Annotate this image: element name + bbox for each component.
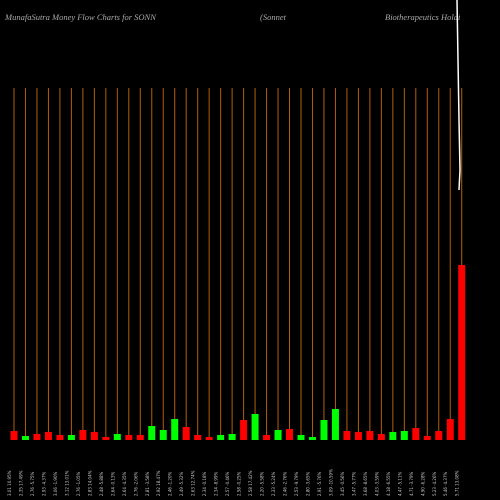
bar	[159, 430, 167, 440]
x-tick-label: 4.71 -3.79%	[409, 471, 414, 496]
bar	[423, 436, 431, 440]
bar	[125, 435, 133, 440]
x-tick-label: 3.06 -1.90%	[53, 471, 58, 496]
bar	[377, 434, 385, 440]
x-tick-label: 2.64 -0.13%	[110, 471, 115, 496]
bar	[331, 409, 339, 440]
x-tick-label: 2.76 -1.05%	[76, 471, 81, 496]
x-tick-label: 2.48 -5.88%	[99, 471, 104, 496]
x-tick-label: 2.35 17.49%	[18, 470, 23, 496]
x-tick-label: 2.46 -2.76%	[283, 471, 288, 496]
bar	[389, 432, 397, 440]
bar	[90, 432, 98, 440]
bar	[21, 436, 29, 440]
bar	[263, 435, 271, 440]
bar	[10, 431, 18, 440]
x-tick-label: 2.46 -1.20%	[168, 471, 173, 496]
bar	[194, 435, 202, 440]
bar	[182, 427, 190, 440]
bar	[366, 431, 374, 440]
x-tick-label: 4.18 -6.55%	[386, 471, 391, 496]
x-tick-label: 2.58 -0.25%	[237, 471, 242, 496]
bar	[343, 431, 351, 440]
bar	[458, 265, 466, 440]
bar	[297, 435, 305, 440]
x-tick-label: 2.81 -3.58%	[145, 471, 150, 496]
x-tick-label: 4.47 -5.11%	[397, 471, 402, 496]
x-tick-label: 2.91 -5.76%	[317, 471, 322, 496]
x-tick-label: 2.92 18.47%	[156, 470, 161, 496]
bar	[435, 431, 443, 440]
chart-subtitle: (Sonnet	[260, 12, 287, 22]
x-tick-label: 3.68 -8.65%	[363, 471, 368, 496]
bar	[148, 426, 156, 440]
x-tick-label: 5.23 -4.26%	[432, 471, 437, 496]
x-tick-label: 2.33 -5.24%	[271, 471, 276, 496]
x-tick-label: 2.34 -0.18%	[202, 471, 207, 496]
x-tick-label: 2.34 -8.99%	[214, 471, 219, 496]
x-tick-label: 2.83 14.04%	[87, 470, 92, 496]
bar	[240, 420, 248, 440]
bar	[44, 432, 52, 440]
bar	[67, 435, 75, 440]
x-tick-label: 3.47 -5.77%	[351, 471, 356, 496]
bar	[102, 437, 110, 440]
bar	[217, 435, 225, 440]
x-tick-label: 2.20 -5.58%	[260, 471, 265, 496]
bar	[400, 431, 408, 440]
x-tick-label: 3.12 13.01%	[64, 470, 69, 496]
bar	[205, 437, 213, 440]
bar	[79, 430, 87, 440]
x-tick-label: 3.09 -10.59%	[328, 469, 333, 496]
bar	[136, 435, 144, 440]
bar	[308, 437, 316, 440]
x-tick-label: 2.64 -4.35%	[122, 471, 127, 496]
bar	[228, 434, 236, 440]
x-tick-label: 4.90 -6.28%	[420, 471, 425, 496]
x-tick-label: 2.93 -4.37%	[41, 471, 46, 496]
chart-subtitle: Biotherapeutics Holdi	[385, 12, 461, 22]
x-tick-label: 2.63 12.74%	[191, 470, 196, 496]
bar	[446, 419, 454, 440]
price-line	[456, 0, 461, 191]
x-tick-label: 2.80 -3.65%	[305, 471, 310, 496]
x-tick-label: 2.76 -2.06%	[133, 471, 138, 496]
x-tick-label: 4.03 -3.59%	[374, 471, 379, 496]
x-tick-label: 2.76 -5.75%	[30, 471, 35, 496]
bar	[274, 430, 282, 440]
bar	[412, 428, 420, 440]
bar	[33, 434, 41, 440]
x-tick-label: 5.46 -4.37%	[443, 471, 448, 496]
chart-title: MunafaSutra Money Flow Charts for SONN	[4, 12, 157, 22]
x-tick-label: 3.45 -0.56%	[340, 471, 345, 496]
x-tick-label: 2.57 -0.46%	[225, 471, 230, 496]
x-tick-label: 2.49 -5.32%	[179, 471, 184, 496]
bar	[320, 420, 328, 440]
x-tick-label: 5.71 13.08%	[455, 470, 460, 496]
x-tick-label: 2.53 -9.79%	[294, 471, 299, 496]
bar	[113, 434, 121, 440]
bar	[354, 432, 362, 440]
x-tick-label: 3.01 10.95%	[7, 470, 12, 496]
bar	[251, 414, 259, 440]
bar	[171, 419, 179, 440]
bar	[56, 435, 64, 440]
x-tick-label: 2.58 17.42%	[248, 470, 253, 496]
bar	[286, 429, 294, 440]
